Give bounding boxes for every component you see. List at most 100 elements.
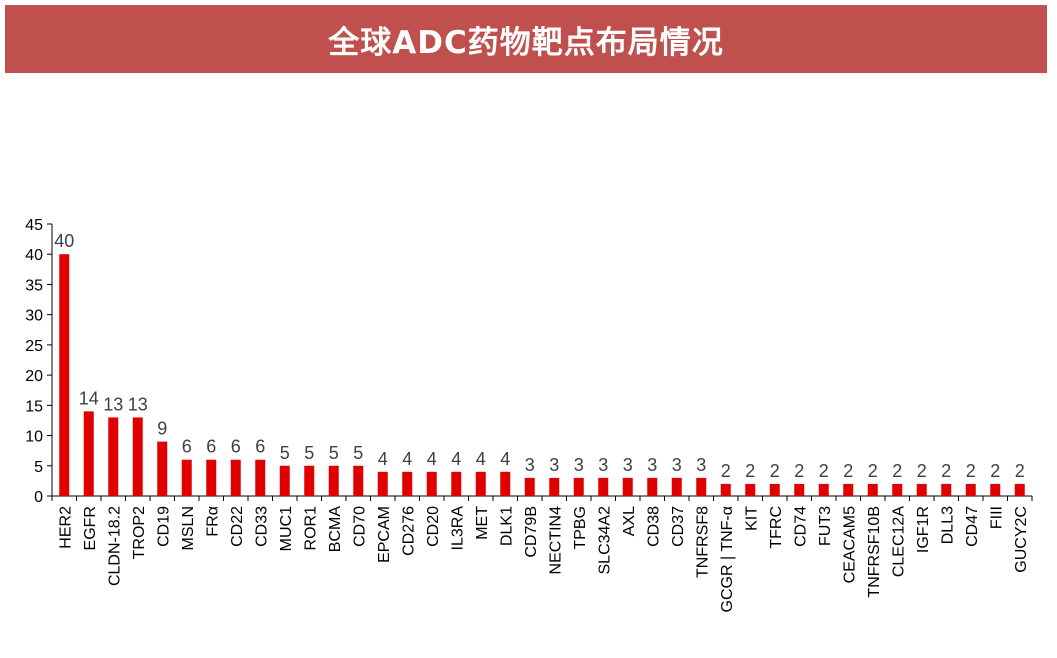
bar bbox=[916, 483, 927, 496]
data-label: 5 bbox=[304, 443, 314, 463]
bar bbox=[941, 483, 952, 496]
data-label: 5 bbox=[329, 443, 339, 463]
category-label: TNFRSF10B bbox=[866, 506, 883, 598]
category-label: TNFRSF8 bbox=[694, 506, 711, 578]
bar bbox=[181, 459, 192, 496]
bar bbox=[304, 465, 315, 496]
bar bbox=[965, 483, 976, 496]
category-label: CD33 bbox=[253, 506, 270, 547]
category-label: FRα bbox=[204, 506, 221, 537]
data-label: 2 bbox=[990, 461, 1000, 481]
category-label: EGFR bbox=[82, 506, 99, 550]
y-tick-label: 20 bbox=[25, 368, 43, 385]
bar bbox=[279, 465, 290, 496]
data-label: 3 bbox=[647, 455, 657, 475]
category-label: IL3RA bbox=[449, 506, 466, 551]
data-label: 2 bbox=[966, 461, 976, 481]
bar bbox=[451, 471, 462, 496]
bars bbox=[59, 254, 1025, 496]
category-label: CD19 bbox=[155, 506, 172, 547]
category-label: CD79B bbox=[523, 506, 540, 558]
bar bbox=[549, 477, 560, 496]
y-tick-label: 35 bbox=[25, 277, 43, 294]
data-label: 13 bbox=[128, 394, 148, 414]
data-label: 2 bbox=[892, 461, 902, 481]
y-tick-label: 15 bbox=[25, 398, 43, 415]
bar bbox=[843, 483, 854, 496]
data-label: 3 bbox=[696, 455, 706, 475]
data-label: 4 bbox=[402, 449, 412, 469]
category-label: CD47 bbox=[964, 506, 981, 547]
y-tick-label: 30 bbox=[25, 308, 43, 325]
bar bbox=[83, 411, 94, 496]
bar bbox=[720, 483, 731, 496]
category-label: MET bbox=[474, 506, 491, 540]
data-label: 40 bbox=[54, 231, 74, 251]
data-label: 2 bbox=[917, 461, 927, 481]
category-label: TFRC bbox=[768, 506, 785, 549]
bar bbox=[328, 465, 339, 496]
bar bbox=[500, 471, 511, 496]
category-label: MUC1 bbox=[278, 506, 295, 551]
bar bbox=[157, 441, 168, 496]
category-label: CD37 bbox=[670, 506, 687, 547]
data-label: 4 bbox=[476, 449, 486, 469]
bar bbox=[377, 471, 388, 496]
category-label: CD276 bbox=[400, 506, 417, 556]
category-labels: HER2 EGFR CLDN-18.2 TROP2 CD19 MSLN FRα CD22 CD3… bbox=[57, 506, 1030, 613]
category-label: EPCAM bbox=[376, 506, 393, 563]
bar bbox=[647, 477, 658, 496]
data-label: 3 bbox=[598, 455, 608, 475]
data-label: 3 bbox=[574, 455, 584, 475]
bar bbox=[132, 417, 143, 496]
data-label: 3 bbox=[549, 455, 559, 475]
category-label: BCMA bbox=[327, 506, 344, 553]
data-label: 4 bbox=[427, 449, 437, 469]
data-label: 3 bbox=[525, 455, 535, 475]
bar bbox=[990, 483, 1001, 496]
data-label: 4 bbox=[451, 449, 461, 469]
data-label: 2 bbox=[868, 461, 878, 481]
category-label: CD70 bbox=[351, 506, 368, 547]
data-label: 3 bbox=[672, 455, 682, 475]
data-label: 5 bbox=[280, 443, 290, 463]
category-label: HER2 bbox=[57, 506, 74, 549]
y-tick-label: 40 bbox=[25, 247, 43, 264]
category-label: FIII bbox=[988, 506, 1005, 529]
bar bbox=[794, 483, 805, 496]
data-label: 2 bbox=[1015, 461, 1025, 481]
category-label: FUT3 bbox=[817, 506, 834, 546]
x-axis bbox=[51, 495, 1033, 501]
category-label: DLL3 bbox=[939, 506, 956, 544]
data-label: 3 bbox=[623, 455, 633, 475]
category-label: IGF1R bbox=[915, 506, 932, 553]
bar bbox=[426, 471, 437, 496]
data-label: 2 bbox=[819, 461, 829, 481]
data-label: 2 bbox=[745, 461, 755, 481]
y-tick-label: 10 bbox=[25, 429, 43, 446]
data-label: 9 bbox=[157, 419, 167, 439]
y-tick-label: 0 bbox=[34, 489, 43, 506]
bar bbox=[59, 254, 70, 496]
category-label: CD20 bbox=[425, 506, 442, 547]
category-label: CD38 bbox=[645, 506, 662, 547]
category-label: CD22 bbox=[229, 506, 246, 547]
bar bbox=[524, 477, 535, 496]
category-label: CEACAM5 bbox=[841, 506, 858, 583]
category-label: ROR1 bbox=[302, 506, 319, 551]
data-label: 13 bbox=[103, 394, 123, 414]
data-label: 6 bbox=[231, 437, 241, 457]
bar bbox=[892, 483, 903, 496]
data-label: 2 bbox=[941, 461, 951, 481]
bar bbox=[622, 477, 633, 496]
category-label: MSLN bbox=[180, 506, 197, 550]
chart-title: 全球ADC药物靶点布局情况 bbox=[328, 24, 724, 61]
bar bbox=[353, 465, 364, 496]
data-label: 4 bbox=[378, 449, 388, 469]
category-label: DLK1 bbox=[498, 506, 515, 546]
bar bbox=[745, 483, 756, 496]
data-label: 2 bbox=[843, 461, 853, 481]
bar bbox=[598, 477, 609, 496]
bar bbox=[867, 483, 878, 496]
